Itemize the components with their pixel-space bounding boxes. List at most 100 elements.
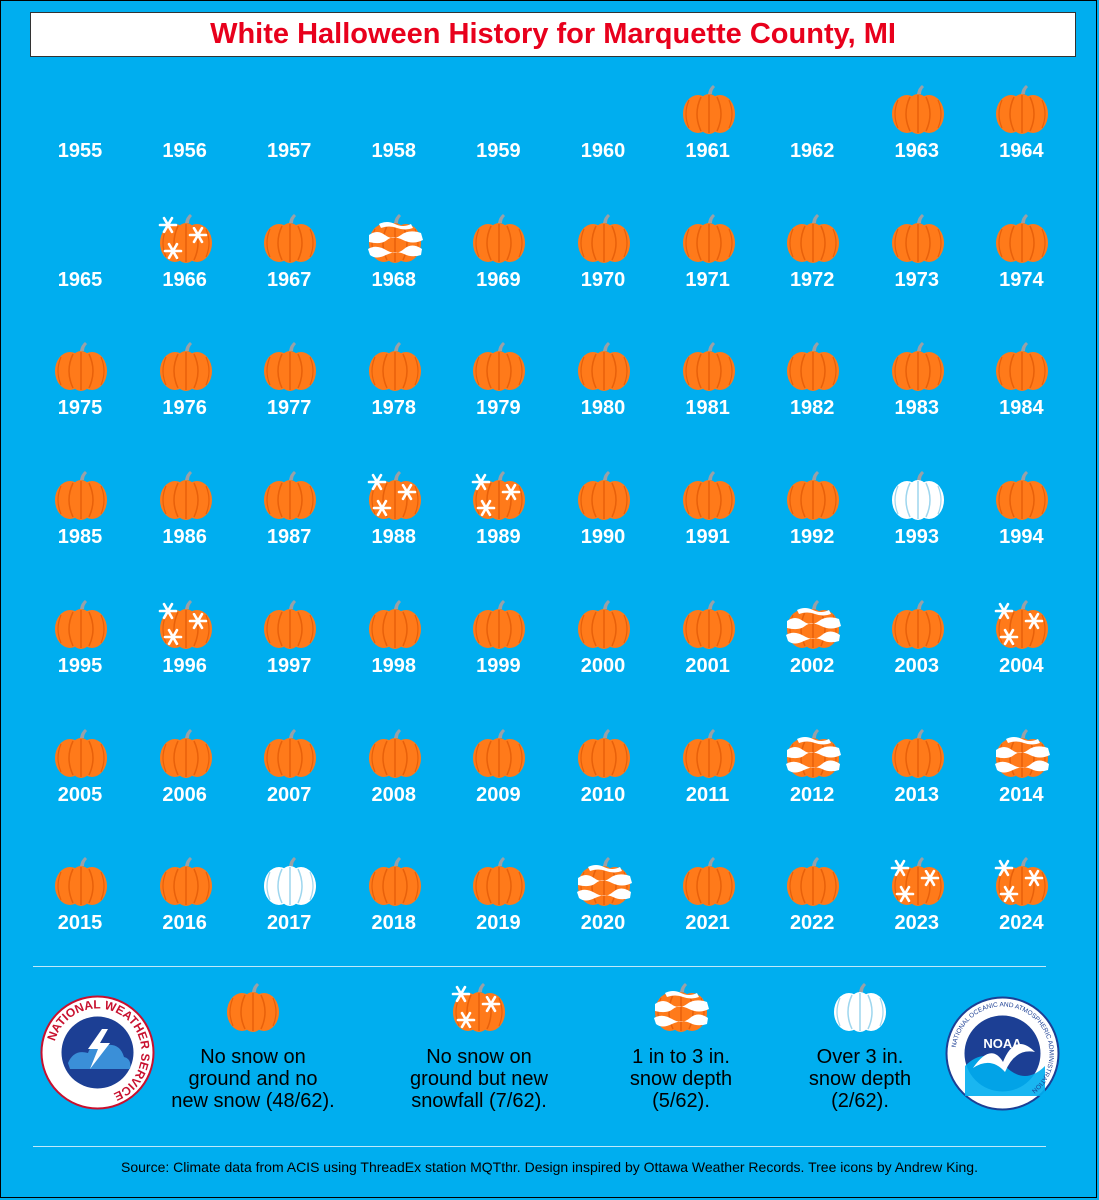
year-cell: 1977	[239, 341, 339, 451]
legend-text: Over 3 in. snow depth (2/62).	[808, 1046, 912, 1112]
year-cell: 1958	[344, 84, 444, 194]
year-cell: 1959	[448, 84, 548, 194]
year-cell: 1988	[344, 470, 444, 580]
year-cell: 2022	[762, 856, 862, 966]
year-cell: 2012	[762, 728, 862, 838]
year-cell: 2023	[867, 856, 967, 966]
year-label: 1988	[371, 526, 417, 549]
year-label: 2004	[999, 654, 1044, 677]
year-cell: 2016	[135, 856, 235, 966]
year-label: 1990	[580, 526, 626, 549]
year-cell: 2015	[30, 856, 130, 966]
legend-text: No snow on ground and no new snow (48/62…	[171, 1046, 335, 1112]
year-cell: 2005	[30, 728, 130, 838]
year-label: 1998	[371, 654, 417, 677]
year-cell: 1970	[553, 213, 653, 323]
year-label: 1972	[789, 268, 835, 291]
year-label: 1955	[57, 140, 103, 162]
year-label: 1991	[685, 526, 730, 549]
year-cell: 1973	[867, 213, 967, 323]
year-cell: 2014	[971, 728, 1071, 838]
year-cell: 1967	[239, 213, 339, 323]
year-label: 2015	[57, 912, 103, 935]
legend-item: 1 in to 3 in. snow depth (5/62).	[571, 982, 791, 1112]
year-cell: 1985	[30, 470, 130, 580]
year-label: 2019	[476, 912, 521, 935]
year-label: 1985	[57, 526, 103, 549]
year-label: 1977	[266, 397, 312, 420]
year-label: 2012	[789, 783, 835, 806]
year-cell: 1997	[239, 599, 339, 709]
legend-item: No snow on ground and no new snow (48/62…	[143, 982, 363, 1112]
year-cell: 1998	[344, 599, 444, 709]
year-label: 1960	[580, 140, 626, 162]
year-label: 2006	[162, 783, 207, 806]
year-cell: 2021	[658, 856, 758, 966]
year-label: 1957	[266, 140, 312, 162]
year-label: 1965	[57, 268, 103, 291]
year-cell: 2006	[135, 728, 235, 838]
year-cell: 1975	[30, 341, 130, 451]
year-cell: 1963	[867, 84, 967, 194]
year-cell: 1969	[448, 213, 548, 323]
year-cell: 1991	[658, 470, 758, 580]
year-label: 1967	[266, 268, 312, 291]
year-label: 1976	[162, 397, 207, 420]
year-grid: 1955 1956 1957 1958 1959 1960 1961 1962 1963 1964…	[30, 84, 1071, 935]
year-cell: 1980	[553, 341, 653, 451]
year-cell: 1962	[762, 84, 862, 194]
year-label: 1971	[685, 268, 730, 291]
year-label: 2017	[266, 912, 312, 935]
year-cell: 1996	[135, 599, 235, 709]
year-cell: 1955	[30, 84, 130, 194]
year-label: 1963	[894, 140, 940, 162]
page-title: White Halloween History for Marquette Co…	[210, 18, 896, 50]
year-label: 2021	[685, 912, 730, 935]
pumpkin-snowflakes-icon	[369, 982, 589, 1032]
legend-text: 1 in to 3 in. snow depth (5/62).	[629, 1046, 733, 1112]
year-cell: 1960	[553, 84, 653, 194]
year-label: 1981	[685, 397, 730, 420]
year-label: 1996	[162, 654, 207, 677]
year-cell: 1981	[658, 341, 758, 451]
year-label: 2005	[57, 783, 103, 806]
source-note: Source: Climate data from ACIS using Thr…	[121, 1159, 978, 1175]
year-cell: 1961	[658, 84, 758, 194]
divider-top	[33, 966, 1046, 967]
year-label: 1997	[266, 654, 312, 677]
year-cell: 1972	[762, 213, 862, 323]
year-label: 1978	[371, 397, 417, 420]
year-label: 2018	[371, 912, 417, 935]
year-cell: 1999	[448, 599, 548, 709]
year-label: 2024	[999, 912, 1044, 935]
year-label: 2020	[580, 912, 626, 935]
year-label: 2007	[266, 783, 312, 806]
year-label: 2000	[580, 654, 626, 677]
divider-bottom	[33, 1146, 1046, 1147]
year-label: 2011	[685, 783, 730, 806]
white-pumpkin-icon	[750, 982, 970, 1032]
year-label: 1956	[162, 140, 207, 162]
year-label: 1959	[476, 140, 521, 162]
year-label: 1961	[685, 140, 730, 162]
year-label: 1979	[476, 397, 521, 420]
year-cell: 1974	[971, 213, 1071, 323]
year-cell: 1979	[448, 341, 548, 451]
year-label: 1970	[580, 268, 626, 291]
year-label: 1969	[476, 268, 521, 291]
pumpkin-snow-bands-icon	[571, 982, 791, 1032]
year-cell: 2020	[553, 856, 653, 966]
year-label: 2003	[894, 654, 940, 677]
year-label: 2009	[476, 783, 521, 806]
year-cell: 2011	[658, 728, 758, 838]
legend-item: No snow on ground but new snowfall (7/62…	[369, 982, 589, 1112]
year-cell: 1989	[448, 470, 548, 580]
year-cell: 1992	[762, 470, 862, 580]
year-cell: 1995	[30, 599, 130, 709]
year-label: 1964	[999, 140, 1044, 162]
year-cell: 1986	[135, 470, 235, 580]
year-cell: 1982	[762, 341, 862, 451]
year-label: 1973	[894, 268, 940, 291]
year-label: 2016	[162, 912, 207, 935]
year-cell: 1983	[867, 341, 967, 451]
